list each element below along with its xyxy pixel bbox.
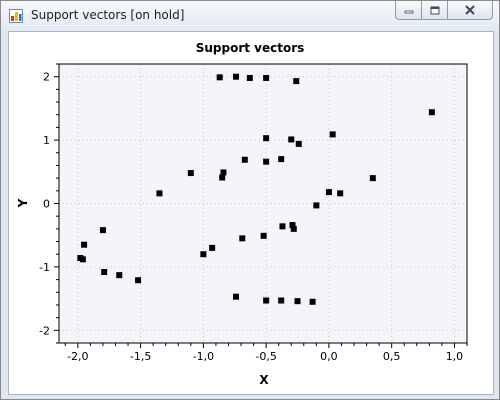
y-tick-label: 2 — [43, 71, 50, 84]
data-point[interactable] — [246, 74, 253, 81]
x-tick-label: 0,0 — [320, 350, 338, 363]
minimize-icon — [404, 10, 413, 14]
data-point[interactable] — [187, 170, 194, 177]
x-tick-label: 1,0 — [446, 350, 464, 363]
grid-lines — [59, 64, 467, 343]
scatter-chart[interactable]: -2,0 -1,5 -1,0 -0,5 0,0 0,5 1,0 -2 -1 0 1 2 Support… — [9, 32, 493, 394]
x-tick-label: -1,5 — [130, 350, 151, 363]
data-point[interactable] — [278, 156, 285, 163]
data-point[interactable] — [263, 74, 270, 81]
data-point[interactable] — [263, 135, 270, 142]
data-point[interactable] — [200, 251, 207, 258]
y-tick-label: -1 — [39, 261, 50, 274]
close-button[interactable] — [448, 1, 493, 20]
data-point[interactable] — [156, 190, 163, 197]
data-point[interactable] — [233, 73, 240, 80]
data-point[interactable] — [295, 140, 302, 147]
maximize-button[interactable] — [422, 1, 448, 20]
data-point[interactable] — [329, 131, 336, 138]
data-point[interactable] — [99, 227, 106, 234]
data-point[interactable] — [369, 175, 376, 182]
data-point[interactable] — [325, 189, 332, 196]
data-point[interactable] — [81, 241, 88, 248]
data-point[interactable] — [337, 190, 344, 197]
window-title: Support vectors [on hold] — [31, 8, 185, 22]
chart-area: -2,0 -1,5 -1,0 -0,5 0,0 0,5 1,0 -2 -1 0 1 2 Support… — [8, 31, 494, 395]
data-point[interactable] — [290, 225, 297, 232]
data-point[interactable] — [233, 293, 240, 300]
y-axis-label: Y — [16, 198, 30, 208]
minimize-button[interactable] — [395, 1, 422, 20]
data-point[interactable] — [135, 277, 142, 284]
data-point[interactable] — [293, 78, 300, 85]
y-tick-label: 1 — [43, 134, 50, 147]
maximize-icon — [430, 6, 439, 14]
data-point[interactable] — [278, 297, 285, 304]
close-icon — [465, 5, 475, 15]
x-tick-label: -1,0 — [193, 350, 214, 363]
x-axis-label: X — [259, 373, 269, 387]
data-point[interactable] — [216, 74, 223, 81]
data-point[interactable] — [263, 297, 270, 304]
data-point[interactable] — [260, 232, 267, 239]
data-point[interactable] — [209, 244, 216, 251]
data-point[interactable] — [101, 268, 108, 275]
data-point[interactable] — [219, 174, 226, 181]
caption-buttons — [395, 1, 493, 21]
data-point[interactable] — [79, 256, 86, 263]
data-point[interactable] — [279, 223, 286, 230]
x-tick-label: -0,5 — [255, 350, 276, 363]
data-point[interactable] — [116, 272, 123, 279]
data-point[interactable] — [289, 222, 296, 229]
x-tick-label: -2,0 — [67, 350, 88, 363]
data-point[interactable] — [294, 298, 301, 305]
data-point[interactable] — [428, 109, 435, 116]
chart-app-icon[interactable] — [9, 9, 23, 23]
data-point[interactable] — [313, 202, 320, 209]
data-point[interactable] — [263, 158, 270, 165]
data-point[interactable] — [309, 298, 316, 305]
y-tick-label: 0 — [43, 198, 50, 211]
y-tick-label: -2 — [39, 324, 50, 337]
axis-ticks: -2,0 -1,5 -1,0 -0,5 0,0 0,5 1,0 -2 -1 0 1 2 — [39, 63, 468, 363]
data-point[interactable] — [288, 136, 295, 143]
data-point[interactable] — [241, 156, 248, 163]
x-tick-label: 0,5 — [383, 350, 401, 363]
data-point[interactable] — [220, 169, 227, 176]
data-points — [77, 73, 435, 305]
chart-title: Support vectors — [196, 41, 305, 55]
data-point[interactable] — [239, 235, 246, 242]
title-bar[interactable]: Support vectors [on hold] — [1, 1, 499, 31]
